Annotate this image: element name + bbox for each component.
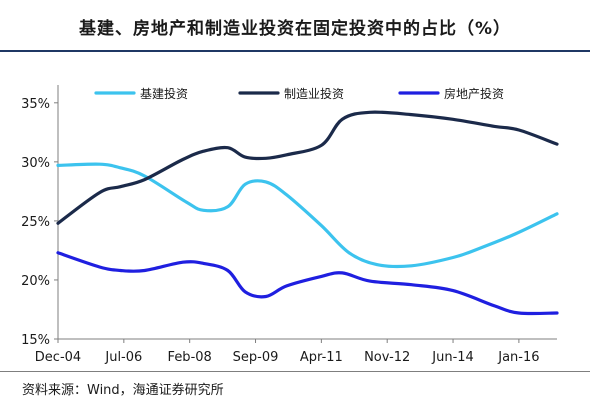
- chart-title: 基建、房地产和制造业投资在固定投资中的占比（%）: [78, 19, 512, 39]
- y-tick-label: 30%: [21, 156, 50, 171]
- y-tick-label: 20%: [21, 274, 50, 289]
- source-divider: [0, 371, 590, 372]
- legend-item-manufacturing: 制造业投资: [238, 86, 344, 101]
- x-tick-label: Feb-08: [168, 350, 212, 365]
- line-chart: 15% 20% 25% 30% 35% Dec-04 Jul-06 Feb-08 Sep-09 A…: [21, 85, 559, 365]
- legend-item-infrastructure: 基建投资: [94, 86, 188, 101]
- x-tick-label: Apr-11: [300, 350, 343, 365]
- x-tick-label: Dec-04: [35, 350, 81, 365]
- x-tick-label: Nov-12: [364, 350, 410, 365]
- legend-label: 基建投资: [140, 86, 188, 101]
- x-tick-label: Jan-16: [497, 350, 539, 365]
- y-tick-label: 35%: [21, 97, 50, 112]
- x-tick-label: Sep-09: [233, 350, 279, 365]
- y-tick-label: 25%: [21, 215, 50, 230]
- source-note: 资料来源：Wind，海通证券研究所: [22, 383, 224, 398]
- y-tick-label: 15%: [21, 333, 50, 348]
- title-divider: [0, 50, 590, 52]
- legend-label: 房地产投资: [444, 86, 504, 101]
- infrastructure-series-line: [56, 162, 559, 269]
- real-estate-series-line: [56, 251, 559, 316]
- x-tick-label: Jun-14: [431, 350, 474, 365]
- x-tick-label: Jul-06: [104, 350, 142, 365]
- manufacturing-series-line: [56, 110, 559, 225]
- legend-item-real-estate: 房地产投资: [398, 86, 504, 101]
- legend-label: 制造业投资: [284, 86, 344, 101]
